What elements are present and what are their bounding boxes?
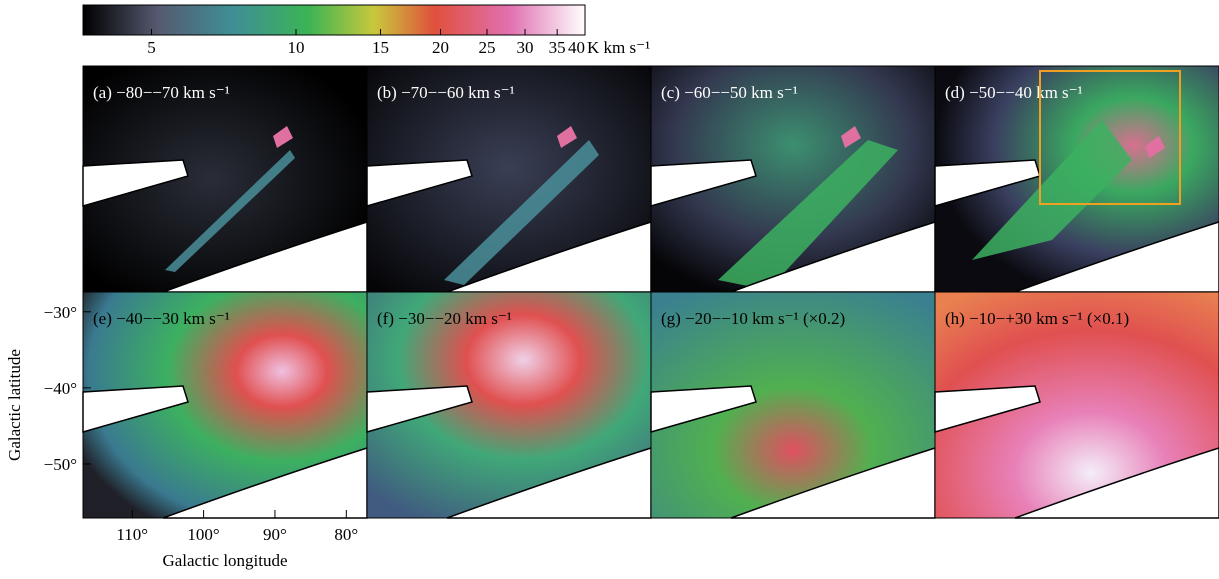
- panel-label: (h) −10−+30 km s⁻¹ (×0.1): [945, 309, 1129, 328]
- map-panel: (f) −30−−20 km s⁻¹: [367, 292, 651, 518]
- x-tick-label: 100°: [187, 525, 219, 544]
- panel-label: (e) −40−−30 km s⁻¹: [93, 309, 230, 328]
- x-axis-label: Galactic longitude: [162, 551, 287, 570]
- panel-label: (c) −60−−50 km s⁻¹: [661, 83, 798, 102]
- map-panel: (a) −80−−70 km s⁻¹: [83, 66, 367, 292]
- map-panel: (e) −40−−30 km s⁻¹: [83, 292, 367, 518]
- colorbar-unit: K km s⁻¹: [587, 38, 650, 57]
- y-tick-label: −50°: [44, 455, 77, 474]
- panel-label: (f) −30−−20 km s⁻¹: [377, 309, 512, 328]
- map-panel: (d) −50−−40 km s⁻¹: [935, 66, 1219, 292]
- panel-label: (g) −20−−10 km s⁻¹ (×0.2): [661, 309, 845, 328]
- y-tick-label: −40°: [44, 379, 77, 398]
- x-tick-label: 110°: [116, 525, 148, 544]
- panel-label: (b) −70−−60 km s⁻¹: [377, 83, 515, 102]
- figure: (a) −80−−70 km s⁻¹ (b) −70−−60 km s⁻¹ (c) …: [0, 0, 1219, 579]
- panel-label: (a) −80−−70 km s⁻¹: [93, 83, 230, 102]
- colorbar-tick-label: 25: [479, 38, 496, 57]
- y-tick-label: −30°: [44, 303, 77, 322]
- colorbar: [83, 5, 585, 35]
- colorbar-tick-label: 5: [147, 38, 156, 57]
- map-panel: (g) −20−−10 km s⁻¹ (×0.2): [651, 292, 935, 518]
- colorbar-tick-label: 30: [517, 38, 534, 57]
- colorbar-tick-label: 20: [432, 38, 449, 57]
- x-tick-label: 80°: [334, 525, 358, 544]
- colorbar-tick-label: 35: [549, 38, 566, 57]
- colorbar-tick-label: 15: [372, 38, 389, 57]
- figure-canvas: (a) −80−−70 km s⁻¹ (b) −70−−60 km s⁻¹ (c) …: [0, 0, 1219, 579]
- colorbar-tick-label: 40: [568, 38, 585, 57]
- map-panel: (h) −10−+30 km s⁻¹ (×0.1): [935, 292, 1219, 518]
- map-panel: (b) −70−−60 km s⁻¹: [367, 66, 651, 292]
- map-panel: (c) −60−−50 km s⁻¹: [651, 66, 935, 292]
- panel-label: (d) −50−−40 km s⁻¹: [945, 83, 1083, 102]
- colorbar-tick-label: 10: [287, 38, 304, 57]
- y-axis-label: Galactic latitude: [5, 349, 24, 461]
- x-tick-label: 90°: [263, 525, 287, 544]
